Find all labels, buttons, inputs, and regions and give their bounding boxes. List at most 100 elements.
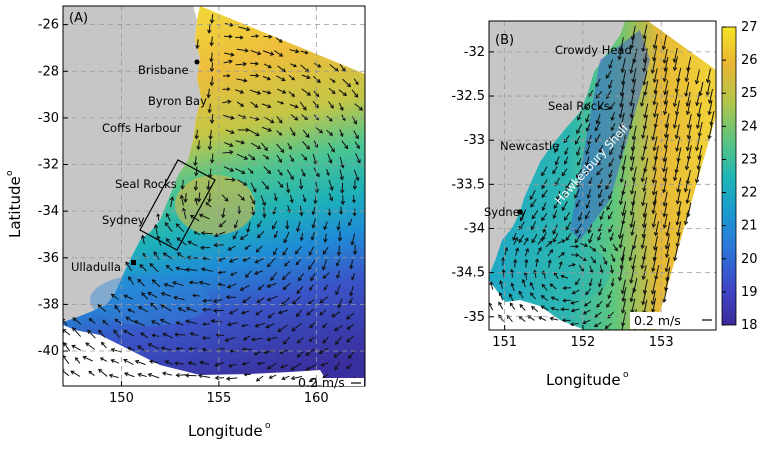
panel-a-vector — [274, 230, 279, 238]
panel-a-vector-head — [156, 235, 161, 240]
panel-b-vector-head — [620, 309, 626, 314]
panel-b-vector-head — [642, 35, 647, 40]
panel-b-vector-head — [630, 190, 635, 195]
panel-a-vector-head — [327, 212, 332, 217]
panel-b-vector-head — [510, 282, 515, 287]
panel-b-vector — [676, 232, 681, 247]
panel-a-vector — [214, 362, 225, 367]
panel-b-vector — [608, 79, 613, 89]
panel-b-vector-head — [662, 298, 667, 304]
panel-b-vector-head — [530, 292, 534, 297]
panel-b-vector-head — [540, 305, 545, 310]
panel-a-vector-head — [240, 310, 246, 315]
panel-a-vector-head — [174, 361, 179, 366]
panel-b-vector — [585, 166, 591, 174]
panel-b-ytick-label: -33 — [464, 133, 485, 148]
panel-a-vector-head — [285, 225, 290, 230]
panel-b-vector — [642, 123, 647, 139]
panel-a-vector-head — [159, 318, 165, 323]
panel-a-vector-head — [147, 343, 152, 348]
panel-b-vector — [629, 246, 634, 261]
panel-a-vector — [308, 259, 316, 270]
panel-b-vector-head — [629, 167, 634, 172]
panel-a-vector-head — [199, 360, 204, 365]
panel-a-vector-head — [134, 359, 140, 365]
panel-a-vector-head — [340, 164, 345, 169]
panel-a-vector-head — [228, 34, 233, 39]
panel-b-vector-head — [621, 165, 626, 171]
panel-b-vector — [698, 121, 703, 137]
panel-a-vector — [260, 195, 266, 206]
panel-a-vector-head — [253, 351, 258, 356]
panel-b-vector-head — [628, 257, 633, 262]
panel-b-vector — [630, 103, 635, 118]
panel-b-vector-head — [598, 105, 603, 110]
panel-a-vector — [263, 166, 271, 174]
panel-b-vector-head — [595, 120, 600, 125]
panel-a-ytick-label: -26 — [38, 18, 59, 33]
panel-b-vector — [538, 316, 547, 321]
panel-a-vector — [309, 336, 315, 342]
panel-a-vector — [309, 377, 317, 382]
panel-a-vector-head — [229, 22, 234, 27]
panel-b-vector — [556, 190, 561, 201]
panel-b-vector-head — [629, 102, 634, 107]
panel-a-vector — [262, 90, 271, 94]
panel-a-vector-head — [282, 251, 287, 256]
panel-a-vector-head — [277, 328, 282, 333]
panel-a-vector-head — [227, 246, 232, 251]
panel-b-vector-head — [574, 140, 579, 145]
panel-b-vector-head — [641, 301, 646, 306]
panel-b-vector-head — [537, 246, 542, 251]
panel-a-vector — [255, 309, 263, 316]
panel-a-vector — [351, 272, 356, 280]
panel-a-vector — [124, 294, 133, 300]
panel-a-vector-head — [161, 371, 167, 376]
panel-b-vector — [673, 56, 678, 71]
panel-b-vector — [663, 67, 668, 82]
panel-b-vector — [677, 201, 682, 216]
panel-a-vector-head — [108, 373, 114, 378]
panel-b-vector — [677, 177, 682, 192]
panel-b-vector — [498, 302, 504, 310]
panel-a-vector — [184, 192, 187, 203]
panel-a-vector-head — [245, 26, 251, 32]
panel-a-vector — [295, 246, 302, 255]
panel-b-vector-head — [621, 211, 626, 217]
panel-b-vector-head — [547, 259, 552, 264]
panel-b-vector-head — [541, 172, 546, 177]
panel-a-vector — [140, 332, 149, 339]
panel-b-vector — [619, 144, 624, 159]
panel-b-vector — [677, 67, 682, 83]
panel-b-vector — [611, 112, 615, 121]
panel-a-vector-head — [252, 188, 257, 193]
panel-a-vector — [211, 62, 214, 72]
panel-a-vector-head — [188, 346, 193, 351]
panel-a-vector-head — [243, 336, 247, 341]
panel-a-vector — [176, 321, 184, 326]
panel-a-vector — [339, 64, 346, 72]
panel-a-vector-head — [88, 370, 92, 375]
panel-a-vector-head — [308, 251, 313, 256]
panel-a-vector — [113, 329, 120, 338]
panel-a-vector — [211, 76, 214, 86]
panel-b-vector-head — [598, 291, 603, 296]
panel-a-vector-head — [289, 199, 294, 204]
panel-a-vector-head — [334, 327, 339, 331]
panel-b-vector — [588, 233, 594, 243]
panel-b-vector-head — [674, 134, 680, 140]
panel-b-vector — [576, 178, 581, 187]
panel-a-vector-head — [230, 52, 235, 57]
panel-a-cold-eddy — [90, 274, 210, 326]
panel-a-vector — [190, 215, 200, 222]
place-ulladulla: Ulladulla — [71, 260, 121, 274]
panel-b-vector-head — [596, 171, 601, 176]
panel-a-vector — [351, 233, 356, 245]
panel-b-vector-head — [608, 195, 613, 200]
panel-b-vector — [631, 136, 636, 151]
panel-b-vector — [563, 188, 568, 197]
panel-a-vector — [164, 283, 174, 288]
panel-b-vector — [699, 81, 704, 96]
panel-a-vector-head — [128, 276, 133, 281]
panel-a-vector-head — [318, 350, 323, 355]
